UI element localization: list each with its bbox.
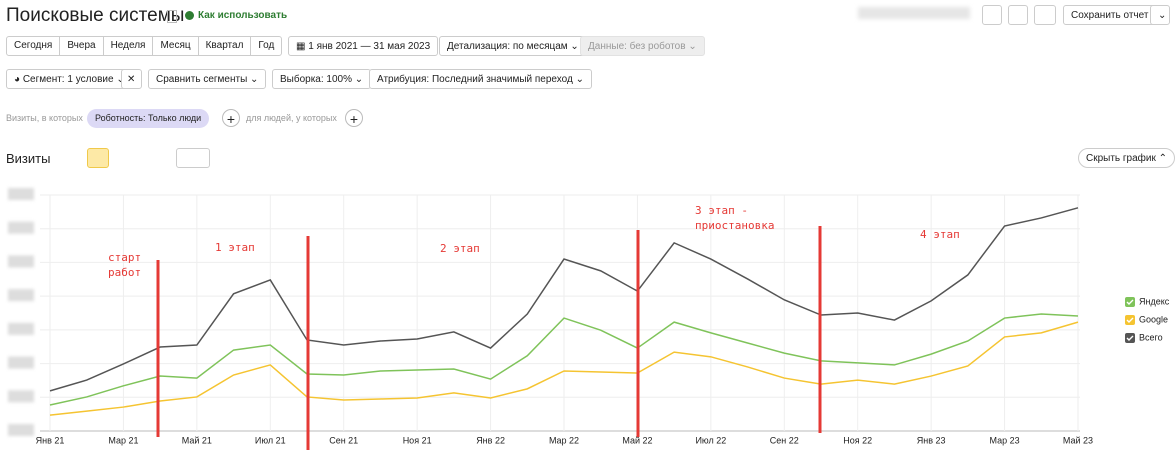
data-text: Данные: без роботов (588, 41, 686, 52)
save-button[interactable]: Сохранить отчет (1063, 5, 1157, 25)
sample-text: Выборка: 100% (280, 74, 352, 85)
legend-check (1126, 299, 1134, 305)
legend-checkbox (1125, 333, 1135, 343)
blurred-y-label (8, 322, 34, 335)
conditions-middle: для людей, у которых (246, 113, 337, 123)
annotation: 1 этап (215, 241, 255, 254)
x-tick-label: Май 22 (622, 435, 652, 445)
add-condition[interactable]: + (222, 109, 240, 127)
legend-label: Яндекс (1139, 296, 1170, 306)
hide-chart-text: Скрыть график (1086, 153, 1156, 164)
attribution-select[interactable]: Атрибуция: Последний значимый переход ⌄ (369, 69, 592, 89)
blurred-y-label (8, 221, 34, 234)
conditions-prefix: Визиты, в которых (6, 113, 83, 123)
legend-label: Всего (1139, 332, 1163, 342)
series-line (49, 321, 1079, 416)
period-button[interactable]: Год (258, 40, 275, 51)
x-tick-label: Май 23 (1063, 435, 1093, 445)
legend-label: Google (1139, 314, 1168, 324)
annotation: 2 этап (440, 242, 480, 255)
x-tick-label: Июл 21 (255, 435, 286, 445)
page-title: Поисковые системы (6, 5, 185, 26)
annotation: старт работ (108, 251, 142, 279)
period-button[interactable]: Квартал (199, 37, 252, 55)
hide-chart-button[interactable]: Скрыть график ⌃ (1078, 148, 1176, 168)
blurred-account (858, 7, 970, 19)
export-button[interactable] (1008, 5, 1028, 25)
line-chart-button[interactable] (87, 148, 109, 168)
x-tick-label: Ноя 21 (403, 435, 432, 445)
history-button[interactable] (982, 5, 1002, 25)
period-button[interactable]: Неделя (104, 37, 154, 55)
section-title: Визиты (6, 151, 51, 166)
sample-select[interactable]: Выборка: 100% ⌄ (272, 69, 372, 89)
period-button[interactable]: Месяц (153, 37, 199, 55)
detail-text: Детализация: по месяцам (447, 41, 568, 52)
compare-text: Сравнить сегменты (156, 74, 248, 85)
x-tick-label: Май 21 (182, 435, 212, 445)
blurred-y-label (8, 188, 34, 200)
x-tick-label: Янв 21 (36, 435, 65, 445)
x-tick-label: Мар 21 (108, 435, 138, 445)
period-group: Сегодня Вчера Неделя Месяц Квартал Год (6, 36, 283, 56)
bookmark-icon[interactable] (167, 10, 177, 23)
x-tick-label: Сен 22 (770, 435, 799, 445)
date-text: 1 янв 2021 — 31 мая 2023 (308, 41, 431, 52)
help-icon (185, 11, 194, 20)
clear-segment[interactable]: ✕ (121, 69, 142, 89)
x-tick-label: Сен 21 (329, 435, 358, 445)
x-tick-label: Мар 23 (990, 435, 1020, 445)
save-menu[interactable]: ⌄ (1150, 5, 1170, 25)
legend-check (1126, 335, 1134, 341)
series-line (49, 313, 1079, 406)
period-button[interactable]: Сегодня (7, 37, 61, 55)
segment-text: Сегмент: 1 условие (22, 74, 114, 85)
help-link[interactable]: Как использовать (198, 10, 288, 21)
period-button[interactable]: Вчера (60, 37, 104, 55)
x-tick-label: Мар 22 (549, 435, 579, 445)
detail-select[interactable]: Детализация: по месяцам ⌄ (439, 36, 587, 56)
blurred-y-label (8, 356, 34, 369)
annotations-button[interactable] (176, 148, 210, 168)
series-line (49, 207, 1079, 392)
legend-check (1126, 317, 1134, 323)
data-select[interactable]: Данные: без роботов ⌄ (580, 36, 705, 56)
compare-button[interactable]: Сравнить сегменты ⌄ (148, 69, 267, 89)
annotation: 4 этап (920, 228, 960, 241)
annotation: 3 этап - приостановка (695, 204, 775, 232)
blurred-y-label (8, 424, 34, 436)
x-tick-label: Янв 22 (476, 435, 505, 445)
x-tick-label: Янв 23 (917, 435, 946, 445)
add-people-condition[interactable]: + (345, 109, 363, 127)
x-tick-label: Июл 22 (695, 435, 726, 445)
legend-checkbox (1125, 297, 1135, 307)
segment-select[interactable]: ◕ Сегмент: 1 условие ⌄ (6, 69, 133, 89)
date-range[interactable]: ▦ 1 янв 2021 — 31 мая 2023 (288, 36, 439, 56)
legend-checkbox (1125, 315, 1135, 325)
x-tick-label: Ноя 22 (843, 435, 872, 445)
filter-tag[interactable]: Роботность: Только люди (87, 109, 210, 128)
blurred-y-label (8, 390, 34, 403)
api-button[interactable] (1034, 5, 1056, 25)
blurred-y-label (8, 289, 34, 302)
blurred-y-label (8, 255, 34, 268)
attribution-text: Атрибуция: Последний значимый переход (377, 74, 573, 85)
